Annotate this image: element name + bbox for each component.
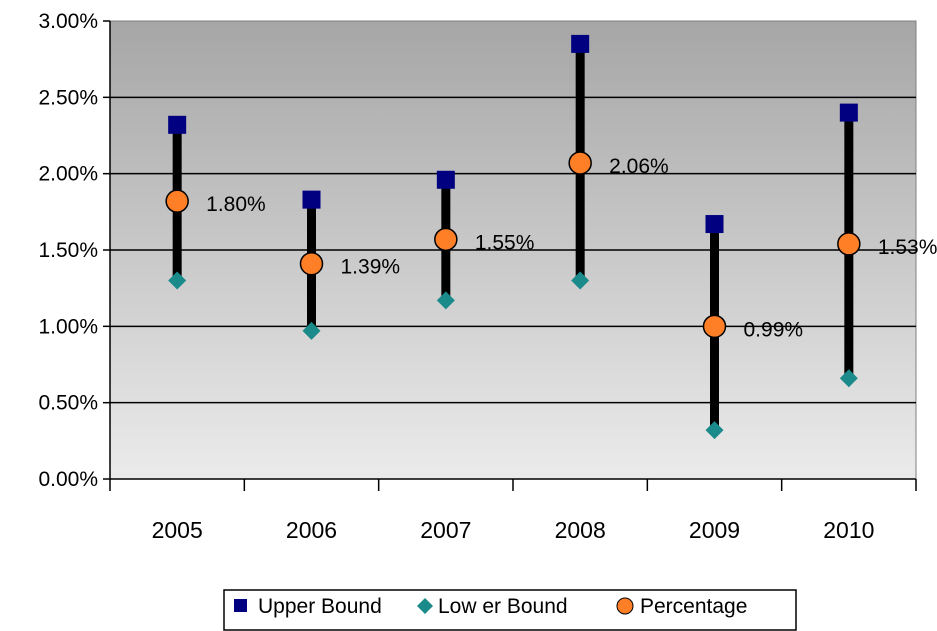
gridlines bbox=[103, 20, 916, 480]
legend-label-upper-bound: Upper Bound bbox=[258, 595, 382, 618]
percentage-point bbox=[568, 151, 592, 175]
y-tick-label: 3.00% bbox=[38, 10, 98, 33]
upper-bound-point bbox=[168, 115, 187, 134]
legend-marker-lower-bound bbox=[417, 598, 433, 614]
lower-bound-point bbox=[705, 421, 724, 440]
data-label: 1.39% bbox=[341, 256, 401, 279]
upper-bound-point bbox=[705, 215, 724, 234]
percentage-point bbox=[837, 232, 861, 256]
x-tick-label: 2010 bbox=[823, 517, 874, 543]
y-tick-label: 2.00% bbox=[38, 163, 98, 186]
upper-bound-point bbox=[571, 34, 590, 53]
y-tick-label: 1.50% bbox=[38, 239, 98, 262]
lower-bound-point bbox=[839, 369, 858, 388]
x-axis-tick-labels: 2005 2006 2007 2008 2009 2010 bbox=[152, 517, 875, 543]
data-points bbox=[165, 34, 861, 440]
x-tick-label: 2009 bbox=[689, 517, 740, 543]
legend-label-lower-bound: Low er Bound bbox=[438, 595, 568, 618]
lower-bound-point bbox=[436, 291, 455, 310]
percentage-point bbox=[299, 251, 324, 276]
lower-bound-point bbox=[302, 321, 321, 340]
legend-marker-upper-bound bbox=[234, 599, 247, 612]
percentage-point bbox=[434, 227, 458, 252]
legend-box bbox=[223, 589, 797, 631]
legend-marker-percentage bbox=[616, 597, 634, 615]
axes bbox=[109, 21, 917, 491]
lower-bound-point bbox=[571, 271, 590, 290]
data-label: 1.80% bbox=[206, 193, 266, 216]
legend: Upper Bound Low er Bound Percentage bbox=[223, 589, 797, 631]
data-labels: 1.80% 1.39% 1.55% 2.06% 0.99% 1.53% bbox=[206, 155, 937, 341]
percentage-point bbox=[702, 314, 727, 339]
data-label: 0.99% bbox=[744, 318, 804, 341]
x-tick-label: 2007 bbox=[420, 517, 471, 543]
upper-bound-point bbox=[839, 103, 858, 122]
upper-bound-point bbox=[302, 190, 321, 209]
y-tick-label: 1.00% bbox=[38, 315, 98, 338]
data-label: 2.06% bbox=[609, 155, 669, 178]
y-tick-label: 0.00% bbox=[38, 468, 98, 491]
upper-bound-point bbox=[436, 170, 455, 189]
lower-bound-point bbox=[168, 271, 187, 290]
x-tick-label: 2008 bbox=[555, 517, 606, 543]
x-tick-label: 2005 bbox=[152, 517, 203, 543]
x-tick-label: 2006 bbox=[286, 517, 337, 543]
y-axis-tick-labels: 0.00% 0.50% 1.00% 1.50% 2.00% 2.50% 3.00% bbox=[38, 10, 98, 491]
y-tick-label: 2.50% bbox=[38, 86, 98, 109]
percentage-point bbox=[165, 189, 189, 213]
data-label: 1.53% bbox=[878, 236, 937, 259]
y-tick-label: 0.50% bbox=[38, 392, 98, 415]
data-label: 1.55% bbox=[475, 231, 535, 254]
legend-label-percentage: Percentage bbox=[640, 595, 747, 618]
